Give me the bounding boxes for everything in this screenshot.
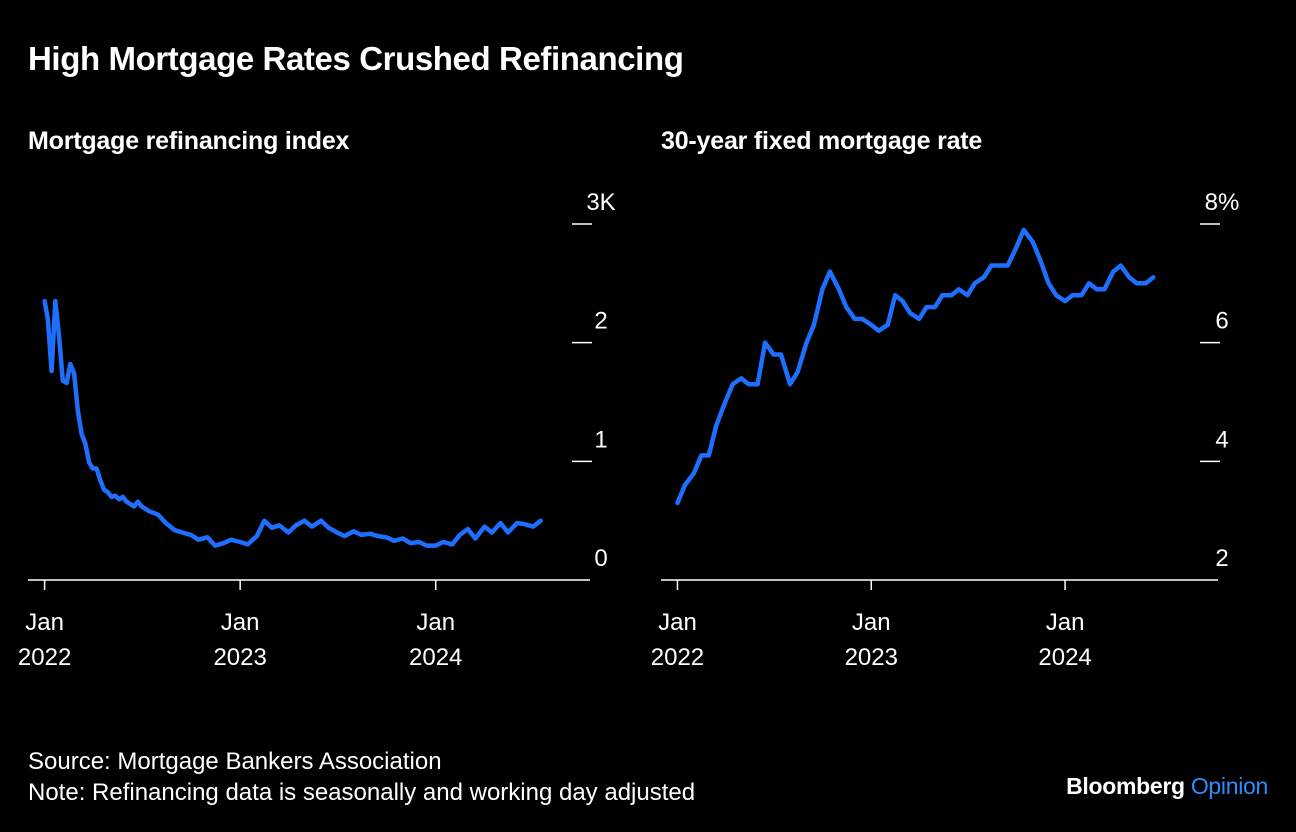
- right-x-tick-label: Jan: [1046, 609, 1085, 636]
- left-x-tick-label: 2022: [18, 644, 71, 671]
- left-panel-title: Mortgage refinancing index: [28, 127, 350, 155]
- left-series-line: [42, 298, 543, 548]
- right-x-tick-label: 2024: [1038, 644, 1091, 671]
- right-y-tick-label: 8%: [1205, 189, 1240, 216]
- right-y-tick-label: 2: [1215, 545, 1228, 572]
- chart-title: High Mortgage Rates Crushed Refinancing: [28, 40, 684, 77]
- footnote: Note: Refinancing data is seasonally and…: [28, 779, 696, 806]
- left-x-tick-label: 2024: [409, 644, 462, 671]
- left-y-tick-label: 0: [594, 545, 607, 572]
- left-x-tick-label: Jan: [25, 609, 64, 636]
- left-x-tick-label: Jan: [221, 609, 260, 636]
- brand-logo: Bloomberg Opinion: [1066, 773, 1268, 800]
- right-x-tick-label: Jan: [852, 609, 891, 636]
- right-series-line: [675, 227, 1156, 506]
- left-y-tick-label: 2: [594, 308, 607, 335]
- brand-name: Bloomberg: [1066, 773, 1185, 799]
- left-y-tick-label: 1: [594, 426, 607, 453]
- left-x-tick-label: 2023: [213, 644, 266, 671]
- right-x-tick-label: Jan: [658, 609, 697, 636]
- brand-product: Opinion: [1190, 773, 1268, 799]
- right-y-tick-label: 6: [1215, 308, 1228, 335]
- right-x-tick-label: 2022: [651, 644, 704, 671]
- left-x-tick-label: Jan: [416, 609, 455, 636]
- right-panel-title: 30-year fixed mortgage rate: [661, 127, 983, 155]
- source-note: Source: Mortgage Bankers Association: [28, 748, 442, 775]
- left-y-tick-label: 3K: [586, 189, 615, 216]
- right-x-tick-label: 2023: [845, 644, 898, 671]
- right-y-tick-label: 4: [1215, 426, 1228, 453]
